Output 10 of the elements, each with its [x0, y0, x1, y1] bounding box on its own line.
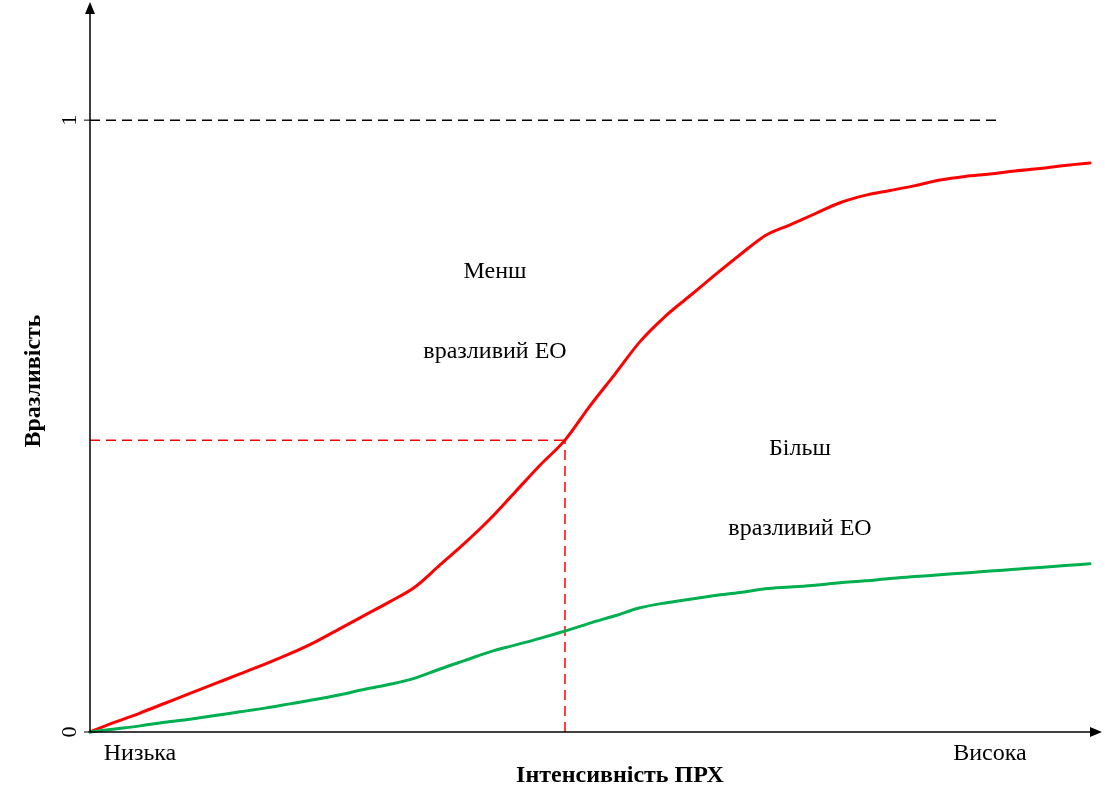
y-axis-title: Вразливість [19, 314, 45, 448]
y-tick-label: 1 [56, 114, 81, 126]
annotation: Менш [463, 257, 528, 283]
annotation: Більш [769, 434, 832, 460]
y-tick-label: 0 [56, 726, 81, 738]
x-tick-label: Низька [103, 739, 177, 765]
x-tick-label: Висока [953, 739, 1028, 765]
annotation: вразливий ЕО [423, 337, 567, 363]
x-axis-title: Інтенсивність ПРХ [516, 761, 725, 787]
annotation: вразливий ЕО [728, 514, 872, 540]
